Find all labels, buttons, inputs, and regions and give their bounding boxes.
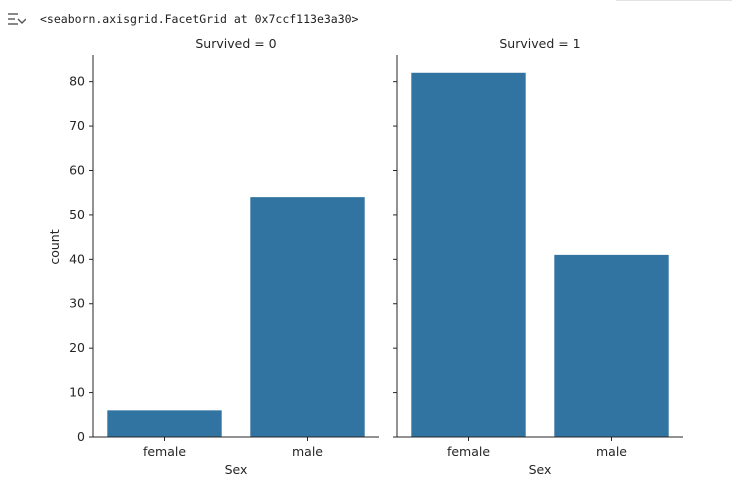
- y-tick-label: 60: [69, 162, 85, 177]
- y-tick-label: 10: [69, 385, 85, 400]
- y-tick-label: 70: [69, 118, 85, 133]
- x-axis-label: Sex: [529, 462, 552, 477]
- bar-female: [411, 72, 526, 437]
- facet-panel-1: Survived = 1 female male Sex: [393, 36, 683, 477]
- y-axis-label: count: [47, 229, 62, 264]
- x-tick-label: female: [447, 444, 490, 459]
- facet-title: Survived = 0: [195, 36, 276, 51]
- bar-male: [554, 254, 669, 437]
- facet-panels: Survived = 0 female male 0 10 20 30 40 50 60 70 80 S…: [69, 36, 683, 477]
- y-tick-label: 50: [69, 207, 85, 222]
- output-repr-text: <seaborn.axisgrid.FacetGrid at 0x7ccf113…: [40, 12, 359, 26]
- x-tick-label: male: [596, 444, 627, 459]
- bar-female: [107, 410, 222, 437]
- bar-male: [250, 197, 365, 437]
- y-tick-label: 0: [77, 429, 85, 444]
- y-tick-label: 40: [69, 251, 85, 266]
- y-tick-label: 80: [69, 74, 85, 89]
- x-axis-label: Sex: [225, 462, 248, 477]
- x-tick-label: male: [292, 444, 323, 459]
- facet-title: Survived = 1: [499, 36, 580, 51]
- y-tick-label: 30: [69, 296, 85, 311]
- cell-output-header: <seaborn.axisgrid.FacetGrid at 0x7ccf113…: [0, 6, 732, 32]
- y-tick-label: 20: [69, 340, 85, 355]
- output-collapse-icon[interactable]: [6, 10, 27, 30]
- cell-top-border: [0, 0, 732, 6]
- facet-panel-0: Survived = 0 female male 0 10 20 30 40 50 60 70 80 S…: [69, 36, 379, 477]
- x-tick-label: female: [143, 444, 186, 459]
